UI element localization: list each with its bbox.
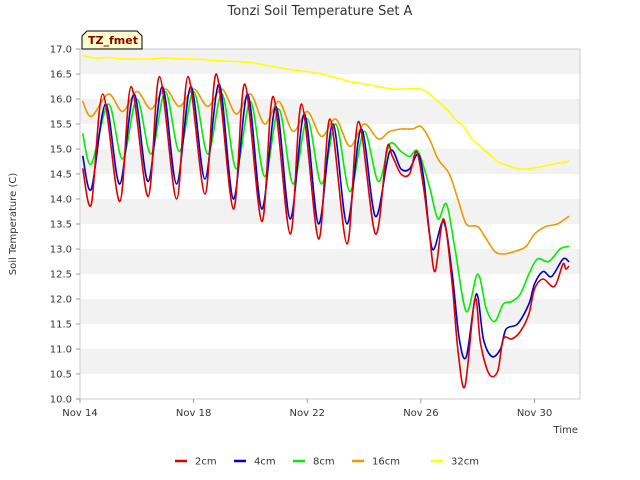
plot-band xyxy=(80,249,580,274)
legend-label-32cm: 32cm xyxy=(451,457,479,468)
plot-band xyxy=(80,374,580,399)
y-tick-label: 10.0 xyxy=(50,395,72,406)
y-tick-label: 16.5 xyxy=(50,70,72,81)
series-line-2cm xyxy=(82,73,570,389)
plot-band xyxy=(80,174,580,199)
plot-band xyxy=(80,149,580,174)
y-tick-label: 11.5 xyxy=(50,320,72,331)
x-axis-title: Time xyxy=(553,425,578,436)
station-tag-box xyxy=(81,30,143,50)
y-tick-label: 10.5 xyxy=(50,370,72,381)
y-tick-label: 15.0 xyxy=(50,145,72,156)
y-axis-title: Soil Temperature (C) xyxy=(8,173,19,276)
series-lines xyxy=(82,54,570,389)
series-line-32cm xyxy=(82,54,570,170)
plot-bands xyxy=(80,49,580,399)
legend-label-4cm: 4cm xyxy=(254,457,276,468)
series-line-16cm xyxy=(82,88,570,255)
legend-label-16cm: 16cm xyxy=(372,457,400,468)
y-tick-label: 14.0 xyxy=(50,195,72,206)
station-tag-label: TZ_fmet xyxy=(88,34,138,47)
plot-band xyxy=(80,274,580,299)
plot-band xyxy=(80,349,580,374)
x-tick-label: Nov 18 xyxy=(176,408,211,419)
plot-band xyxy=(80,224,580,249)
y-tick-label: 12.5 xyxy=(50,270,72,281)
y-tick-label: 14.5 xyxy=(50,170,72,181)
y-tick-label: 13.5 xyxy=(50,220,72,231)
y-axis: 10.0 10.5 11.0 11.5 12.0 12.5 13.0 13.5 14.0 14.5… xyxy=(50,45,80,406)
x-tick-label: Nov 30 xyxy=(517,408,552,419)
plot-band xyxy=(80,74,580,99)
legend-label-2cm: 2cm xyxy=(195,457,217,468)
plot-band xyxy=(80,199,580,224)
series-line-8cm xyxy=(82,90,570,323)
legend: 2cm 4cm 8cm 16cm 32cm xyxy=(175,457,479,468)
station-tag: TZ_fmet xyxy=(81,30,143,50)
y-tick-label: 16.0 xyxy=(50,95,72,106)
x-tick-label: Nov 14 xyxy=(62,408,97,419)
x-tick-label: Nov 26 xyxy=(403,408,438,419)
y-tick-label: 15.5 xyxy=(50,120,72,131)
y-tick-label: 13.0 xyxy=(50,245,72,256)
x-tick-label: Nov 22 xyxy=(290,408,325,419)
y-tick-label: 12.0 xyxy=(50,295,72,306)
plot-band xyxy=(80,49,580,74)
legend-label-8cm: 8cm xyxy=(313,457,335,468)
plot-band xyxy=(80,324,580,349)
y-tick-label: 11.0 xyxy=(50,345,72,356)
y-tick-label: 17.0 xyxy=(50,45,72,56)
x-axis: Nov 14 Nov 18 Nov 22 Nov 26 Nov 30 xyxy=(62,399,552,419)
chart-title: Tonzi Soil Temperature Set A xyxy=(227,4,413,19)
